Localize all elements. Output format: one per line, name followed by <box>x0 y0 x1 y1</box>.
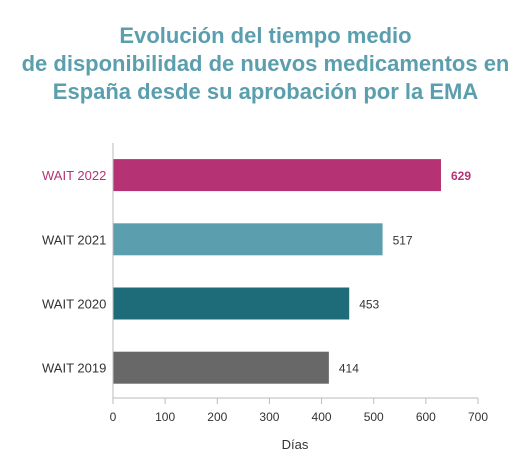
x-tick-label: 200 <box>207 410 227 424</box>
x-tick-label: 700 <box>468 410 488 424</box>
chart-title-line-3: España desde su aprobación por la EMA <box>52 79 479 104</box>
x-tick-label: 400 <box>312 410 332 424</box>
x-tick-label: 100 <box>155 410 175 424</box>
bar-wait-2021 <box>113 223 383 256</box>
x-tick-label: 300 <box>259 410 279 424</box>
x-tick-label: 500 <box>364 410 384 424</box>
x-axis-label: Días <box>282 437 309 452</box>
bars-layer: WAIT 2022 629 WAIT 2021 517 WAIT 2020 453 WAIT… <box>42 159 471 384</box>
x-tick-label: 0 <box>110 410 117 424</box>
category-label: WAIT 2022 <box>42 168 106 183</box>
x-axis: 0 100 200 300 400 500 600 700 <box>110 143 488 424</box>
category-label: WAIT 2021 <box>42 232 106 247</box>
data-label: 453 <box>359 298 379 312</box>
data-label: 517 <box>393 233 413 247</box>
category-label: WAIT 2019 <box>42 361 106 376</box>
bar-wait-2020 <box>113 287 350 320</box>
x-tick-label: 600 <box>416 410 436 424</box>
data-label: 629 <box>451 169 471 183</box>
chart-title-line-1: Evolución del tiempo medio <box>119 23 412 48</box>
category-label: WAIT 2020 <box>42 297 106 312</box>
bar-wait-2019 <box>113 351 329 384</box>
chart-title-line-2: de disponibilidad de nuevos medicamentos… <box>21 51 510 76</box>
chart-title: Evolución del tiempo medio de disponibil… <box>0 22 531 106</box>
bar-wait-2022 <box>113 159 441 192</box>
data-label: 414 <box>339 362 359 376</box>
